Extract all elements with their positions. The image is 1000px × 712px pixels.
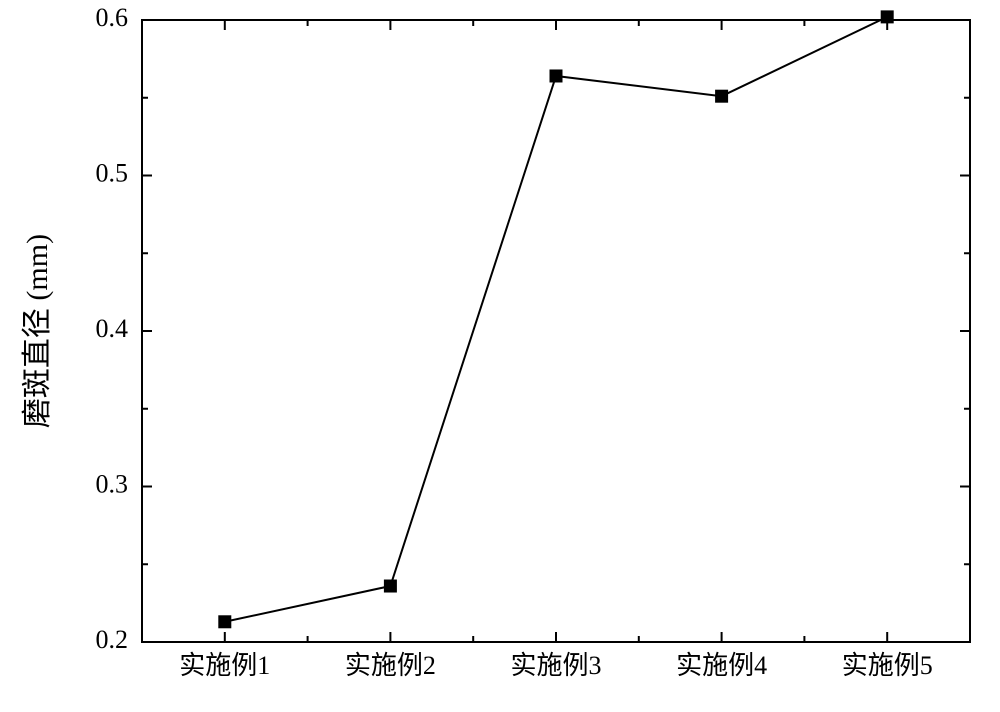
y-tick-label: 0.5 (96, 158, 129, 187)
x-tick-label: 实施例4 (676, 651, 767, 680)
y-tick-label: 0.3 (96, 469, 129, 498)
line-chart: 0.2 0.3 0.4 0.5 0.6 磨斑直径 (mm) 实施例1 实施例2 实施例3 实施例4… (0, 0, 1000, 712)
y-axis-title: 磨斑直径 (mm) (21, 234, 54, 428)
data-marker (550, 70, 562, 82)
y-tick-label: 0.6 (96, 3, 129, 32)
data-marker (881, 11, 893, 23)
plot-frame (142, 20, 970, 642)
y-tick-label: 0.2 (96, 625, 129, 654)
x-tick-label: 实施例5 (842, 651, 933, 680)
data-marker (716, 90, 728, 102)
data-line (225, 17, 887, 622)
x-tick-label: 实施例3 (510, 651, 601, 680)
data-marker (384, 580, 396, 592)
x-tick-label: 实施例1 (179, 651, 270, 680)
x-tick-label: 实施例2 (345, 651, 436, 680)
y-tick-label: 0.4 (96, 314, 129, 343)
data-marker (219, 616, 231, 628)
chart-container: 0.2 0.3 0.4 0.5 0.6 磨斑直径 (mm) 实施例1 实施例2 实施例3 实施例4… (0, 0, 1000, 712)
